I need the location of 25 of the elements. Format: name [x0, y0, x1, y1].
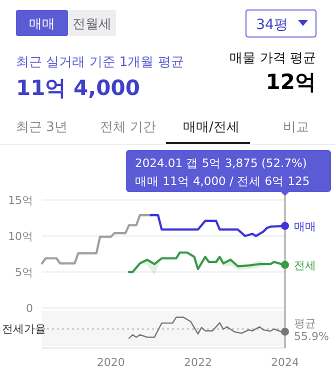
- y-tick-label: 15억: [8, 194, 33, 207]
- ref-line-label: 평균 55.9%: [294, 316, 329, 343]
- text: 12억: [266, 70, 316, 94]
- text: 매매 11억 4,000 / 전세 6억 125: [135, 174, 310, 188]
- y-tick-label: 0: [26, 302, 33, 315]
- text: 34평: [256, 17, 288, 33]
- text: 최근 실거래 기준 1개월 평균: [16, 55, 184, 70]
- text: 매매: [29, 17, 55, 32]
- text: 2024.01 갭 5억 3,875 (52.7%): [135, 156, 307, 170]
- x-tick-label: 2024: [271, 356, 299, 369]
- series-label: 전세: [294, 258, 316, 272]
- y-tick-label: 10억: [8, 230, 33, 243]
- text: 최근 3년: [16, 120, 68, 135]
- text: 전월세: [72, 17, 112, 32]
- text: 전체 기간: [100, 120, 156, 135]
- text: 매매/전세: [183, 120, 240, 135]
- text: 비교: [283, 120, 309, 135]
- series-label: 매매: [294, 220, 316, 233]
- text: 11억 4,000: [16, 76, 140, 100]
- line-series: [40, 214, 152, 264]
- y-axis-title: 전세가율: [2, 322, 46, 336]
- x-tick-label: 2022: [184, 356, 212, 369]
- y-tick-label: 5억: [15, 266, 33, 279]
- text: 매물 가격 평균: [230, 51, 316, 66]
- x-tick-label: 2020: [96, 356, 125, 369]
